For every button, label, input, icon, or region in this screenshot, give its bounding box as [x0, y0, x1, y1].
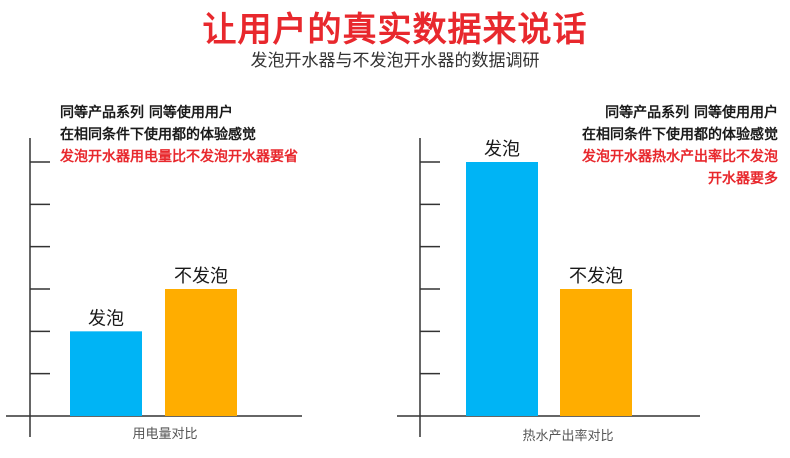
left-y-ticks — [30, 161, 50, 375]
right-y-ticks — [420, 161, 440, 375]
right-note-line-1: 同等产品系列 同等使用用户 — [605, 105, 778, 121]
left-highlight-line-1: 发泡开水器用电量比不发泡开水器要省 — [60, 149, 298, 165]
left-chart: 发泡 不发泡 用电量对比 — [6, 138, 302, 442]
left-chart-notes: 同等产品系列 同等使用用户 在相同条件下使用都的体验感觉 发泡开水器用电量比不发… — [60, 102, 298, 168]
right-bar-nofoam — [560, 289, 632, 416]
left-note-line-2: 在相同条件下使用都的体验感觉 — [60, 127, 256, 143]
right-bar-nofoam-label: 不发泡 — [569, 266, 623, 287]
left-bar-nofoam — [165, 289, 237, 416]
left-bar-nofoam-label: 不发泡 — [174, 266, 228, 287]
right-highlight-line-1: 发泡开水器热水产出率比不发泡 — [582, 149, 778, 165]
page-title: 让用户的真实数据来说话 — [202, 10, 588, 50]
right-chart-notes: 同等产品系列 同等使用用户 在相同条件下使用都的体验感觉 发泡开水器热水产出率比… — [528, 102, 778, 190]
right-highlight-line-2: 开水器要多 — [708, 171, 778, 187]
right-chart: 发泡 不发泡 热水产出率对比 — [397, 138, 700, 444]
left-note-line-1: 同等产品系列 同等使用用户 — [60, 105, 233, 121]
left-bar-foam — [70, 331, 142, 416]
left-x-caption: 用电量对比 — [132, 427, 197, 442]
right-x-caption: 热水产出率对比 — [522, 428, 613, 444]
right-note-line-2: 在相同条件下使用都的体验感觉 — [582, 127, 778, 143]
right-bar-foam — [466, 162, 538, 416]
right-bar-foam-label: 发泡 — [484, 139, 520, 160]
left-bar-foam-label: 发泡 — [88, 308, 124, 329]
page-subtitle: 发泡开水器与不发泡开水器的数据调研 — [250, 51, 540, 71]
